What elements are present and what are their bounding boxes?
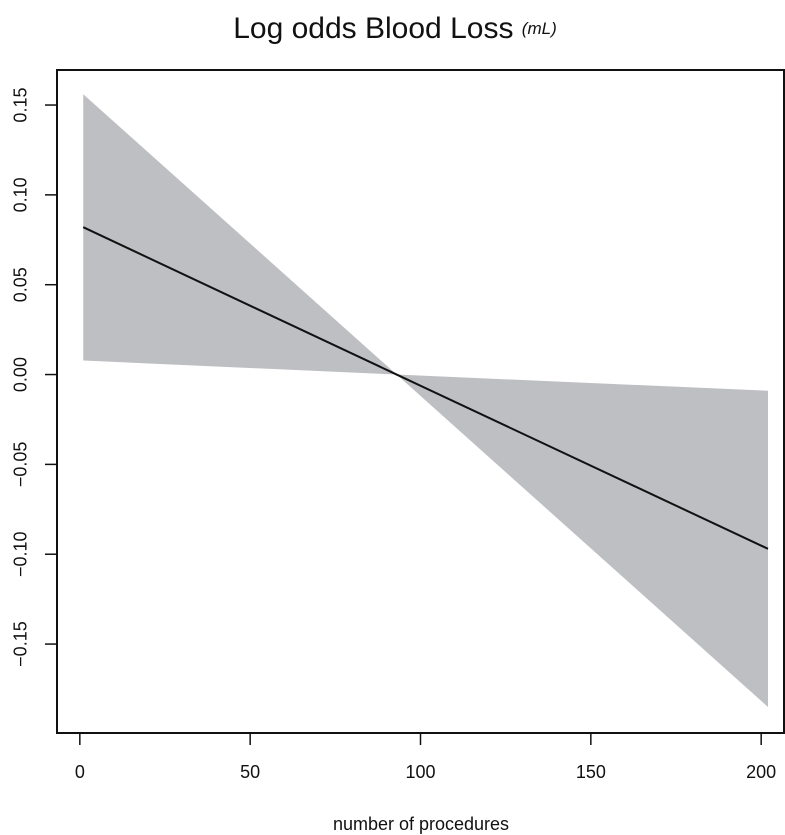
line [82, 226, 769, 550]
x-tick-label: 100 [405, 762, 435, 782]
x-tick-label: 150 [576, 762, 606, 782]
y-tick-label: −0.15 [11, 621, 31, 667]
x-tick-label: 0 [75, 762, 85, 782]
x-tick-label: 50 [240, 762, 260, 782]
y-tick-label: 0.15 [11, 88, 31, 123]
y-tick-label: 0.10 [11, 177, 31, 212]
y-tick-label: −0.10 [11, 531, 31, 577]
x-tick-label: 200 [746, 762, 776, 782]
x-axis-label: number of procedures [333, 814, 509, 834]
y-tick-label: 0.05 [11, 267, 31, 302]
confidence-band [83, 94, 768, 707]
title-text: Log odds Blood Loss [233, 12, 513, 45]
y-tick-label: 0.00 [11, 357, 31, 392]
title-unit: (mL) [522, 19, 557, 38]
chart-title: Log odds Blood Loss (mL) [233, 12, 557, 45]
y-tick-label: −0.05 [11, 442, 31, 488]
